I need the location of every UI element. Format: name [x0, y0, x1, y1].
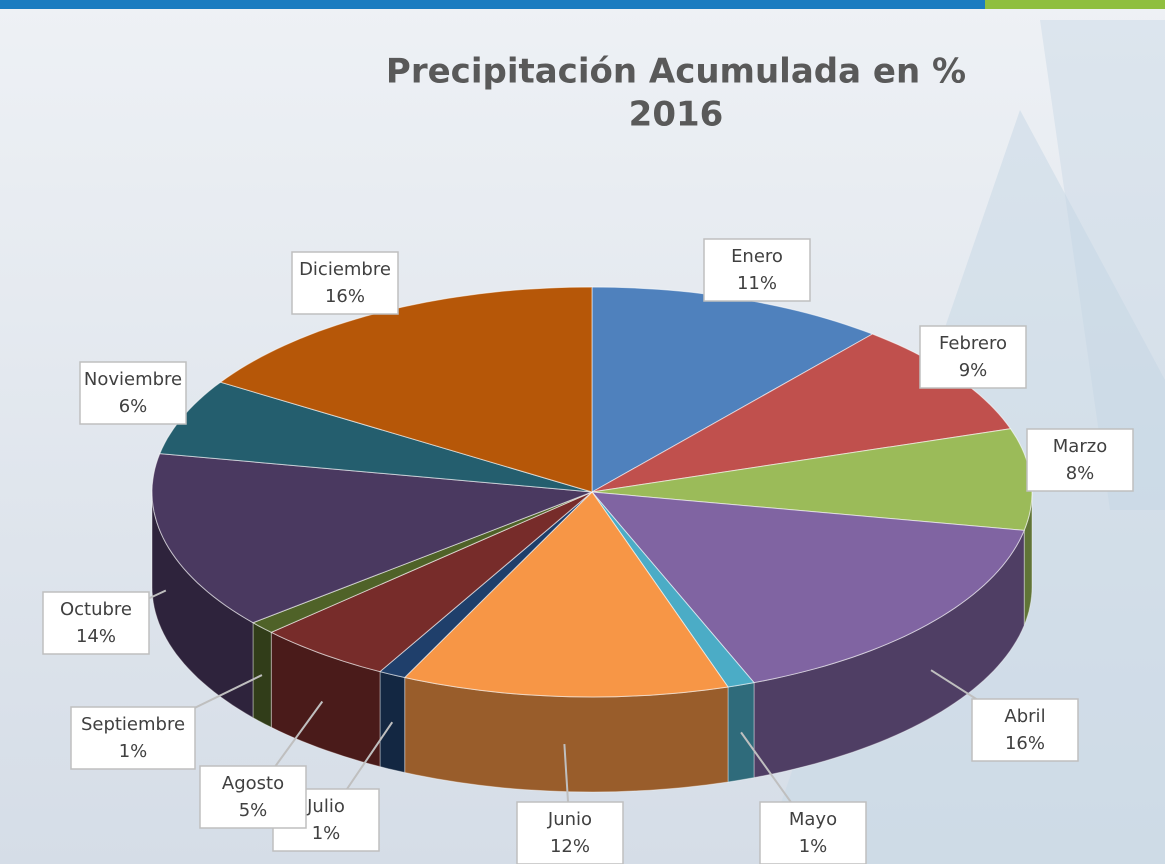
- data-label-value: 8%: [1066, 463, 1095, 484]
- data-label-box: [919, 325, 1027, 389]
- chart-title: Precipitación Acumulada en %: [386, 52, 966, 92]
- data-label-name: Agosto: [222, 773, 284, 794]
- data-label-name: Febrero: [939, 333, 1007, 354]
- slice: [403, 491, 729, 698]
- data-label-box: [516, 801, 624, 864]
- top-bar-accent: [985, 0, 1165, 9]
- data-label-name: Abril: [1004, 706, 1045, 727]
- data-label-value: 9%: [959, 360, 988, 381]
- background-shape: [1040, 20, 1165, 510]
- data-label-value: 1%: [799, 836, 828, 857]
- data-label-name: Enero: [731, 246, 783, 267]
- data-label-box: [971, 698, 1079, 762]
- slice-side: [379, 670, 406, 774]
- data-label-name: Septiembre: [81, 714, 185, 735]
- data-label-value: 16%: [325, 286, 365, 307]
- data-label-name: Marzo: [1053, 436, 1107, 457]
- data-label-box: [70, 706, 196, 770]
- data-label-value: 1%: [119, 741, 148, 762]
- data-label-box: [703, 238, 811, 302]
- data-label-value: 1%: [312, 823, 341, 844]
- slice: [151, 453, 593, 624]
- data-label-box: [291, 251, 399, 315]
- data-label-name: Octubre: [60, 599, 132, 620]
- data-label-name: Mayo: [789, 809, 837, 830]
- slice-side: [727, 682, 755, 783]
- chart-subtitle: 2016: [629, 95, 724, 135]
- data-label-value: 11%: [737, 273, 777, 294]
- data-label-value: 6%: [119, 396, 148, 417]
- data-label-box: [79, 361, 187, 425]
- slice: [270, 491, 593, 673]
- data-label-box: [199, 765, 307, 829]
- data-label-value: 16%: [1005, 733, 1045, 754]
- data-label-box: [759, 801, 867, 864]
- data-label-name: Junio: [547, 809, 592, 830]
- data-label-box: [42, 591, 150, 655]
- top-bar: [0, 0, 1165, 9]
- data-label-name: Noviembre: [84, 369, 182, 390]
- data-label-name: Julio: [306, 796, 345, 817]
- data-label-box: [1026, 428, 1134, 492]
- slice-side: [252, 621, 272, 729]
- data-label-value: 5%: [239, 800, 268, 821]
- data-label-value: 12%: [550, 836, 590, 857]
- data-label-value: 14%: [76, 626, 116, 647]
- slice: [590, 491, 1025, 684]
- data-label-name: Diciembre: [299, 259, 391, 280]
